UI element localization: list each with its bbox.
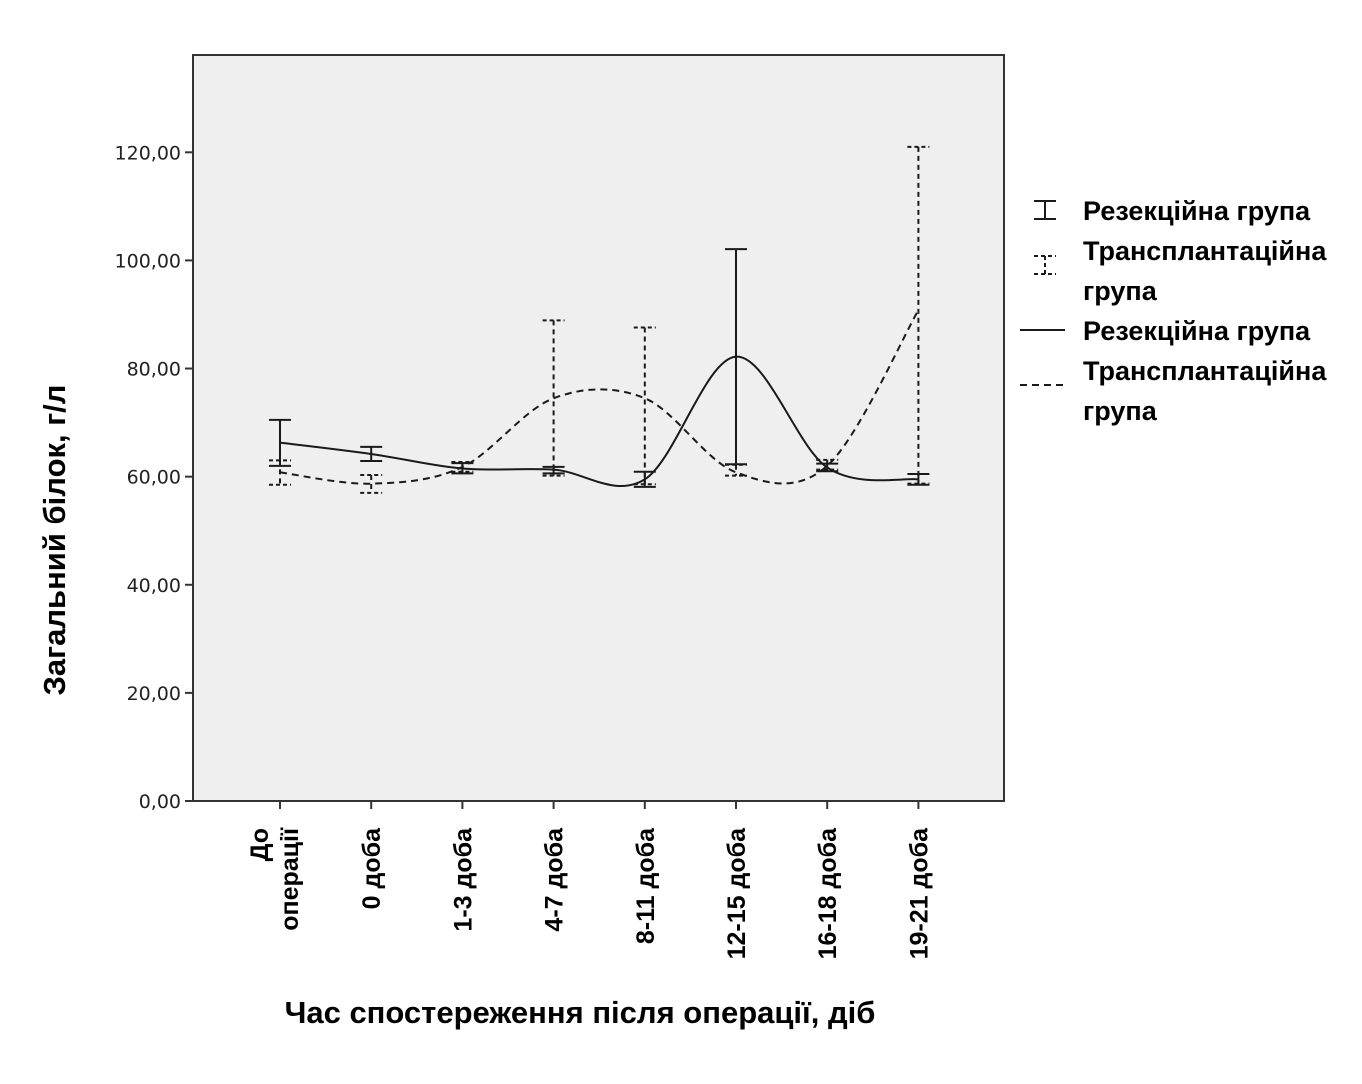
legend-label-line: група (1083, 396, 1158, 426)
x-tick-label: 4-7 доба (541, 827, 569, 932)
y-axis: 0,00 20,00 40,00 60,00 80,00 100,00 120,00 (115, 142, 193, 813)
legend-item: Резекційна група (1034, 196, 1311, 226)
y-tick-label: 40,00 (127, 575, 181, 597)
y-tick-label: 0,00 (139, 791, 181, 813)
x-tick-label: 19-21 доба (905, 827, 933, 959)
y-tick-label: 60,00 (127, 467, 181, 489)
x-tick-label: 1-3 доба (449, 827, 477, 932)
x-axis: Дооперації 0 доба 1-3 доба 4-7 доба 8-11 доб… (246, 801, 933, 959)
legend-item: Резекційна група (1020, 316, 1311, 346)
y-tick-label: 80,00 (127, 359, 181, 381)
y-axis-title: Загальний білок, г/л (37, 385, 72, 696)
y-tick-label: 120,00 (115, 142, 181, 164)
x-tick-label: 8-11 доба (632, 827, 660, 944)
legend-item: Трансплантаційна група (1020, 356, 1327, 426)
x-tick-label: Дооперації (246, 827, 304, 931)
x-tick-label-line: До (246, 828, 274, 861)
series-2 (269, 145, 930, 494)
y-tick-label: 20,00 (127, 683, 181, 705)
legend-label: Трансплантаційна група (1083, 356, 1327, 426)
x-axis-title: Час спостереження після операції, діб (285, 995, 876, 1030)
legend-label-line: Трансплантаційна (1083, 236, 1327, 266)
legend-label: Трансплантаційна група (1083, 236, 1327, 306)
x-tick-label: 16-18 доба (814, 827, 842, 959)
legend-label-line: група (1083, 276, 1158, 306)
x-tick-label-line: операції (276, 827, 304, 931)
legend-label: Резекційна група (1083, 316, 1311, 346)
legend-item: Трансплантаційна група (1034, 236, 1327, 306)
legend-label: Резекційна група (1083, 196, 1311, 226)
series-layer (269, 145, 930, 494)
legend: Резекційна група Трансплантаційна група Рез… (1020, 196, 1327, 426)
series-line (279, 309, 920, 485)
x-tick-label: 12-15 доба (723, 827, 751, 959)
legend-label-line: Трансплантаційна (1083, 356, 1327, 386)
series-line (279, 355, 919, 488)
x-tick-label: 0 доба (358, 827, 386, 909)
plot-area (192, 54, 1005, 802)
y-tick-label: 100,00 (115, 250, 181, 272)
